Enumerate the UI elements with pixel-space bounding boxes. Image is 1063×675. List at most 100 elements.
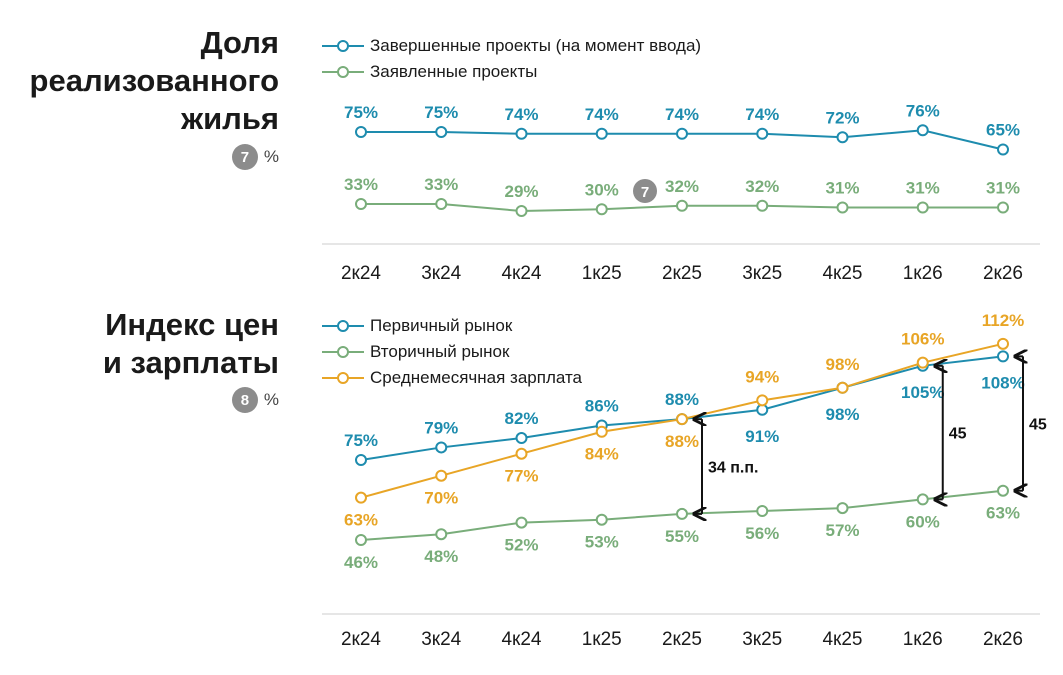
data-label: 94% bbox=[745, 367, 779, 386]
data-label: 56% bbox=[745, 524, 779, 543]
data-point bbox=[756, 505, 769, 517]
data-point bbox=[997, 201, 1009, 214]
x-tick-label: 3к25 bbox=[742, 263, 782, 284]
data-label: 72% bbox=[825, 108, 859, 127]
data-point bbox=[515, 205, 528, 217]
data-label: 63% bbox=[986, 504, 1020, 523]
data-point bbox=[676, 199, 688, 212]
legend-label-salary: Среднемесячная зарплата bbox=[370, 368, 583, 387]
data-label: 63% bbox=[344, 511, 378, 530]
data-point bbox=[916, 493, 929, 506]
data-point bbox=[836, 201, 849, 214]
data-label: 88% bbox=[665, 390, 699, 409]
chart2-legend: Первичный рынок Вторичный рынок Среднеме… bbox=[322, 313, 582, 391]
chart1-note-unit: % bbox=[263, 147, 279, 166]
data-label: 77% bbox=[504, 467, 538, 486]
data-point bbox=[997, 484, 1009, 497]
legend-swatch-primary bbox=[322, 320, 364, 332]
x-tick-label: 4к25 bbox=[822, 629, 862, 650]
chart1-title: Доля реализованного жилья bbox=[29, 25, 279, 136]
data-point bbox=[435, 469, 448, 482]
data-point bbox=[997, 337, 1009, 350]
data-point bbox=[435, 441, 448, 454]
data-label: 29% bbox=[504, 182, 538, 201]
data-point bbox=[676, 127, 688, 140]
x-tick-label: 2к25 bbox=[662, 263, 702, 284]
data-point bbox=[435, 528, 448, 541]
data-point bbox=[756, 394, 769, 407]
legend-item-secondary: Вторичный рынок bbox=[322, 339, 582, 365]
annotation-label: 45 bbox=[1029, 417, 1047, 434]
chart1-note: 7 % bbox=[231, 144, 279, 170]
data-label: 76% bbox=[906, 101, 940, 120]
annotation-label: 34 п.п. bbox=[708, 460, 758, 477]
data-point bbox=[355, 126, 367, 138]
x-tick-label: 2к25 bbox=[662, 629, 702, 650]
data-point bbox=[916, 124, 929, 137]
data-point bbox=[836, 131, 849, 144]
data-label: 57% bbox=[825, 521, 859, 540]
legend-label-declared: Заявленные проекты bbox=[370, 62, 538, 81]
data-point bbox=[515, 127, 528, 140]
legend-swatch-completed bbox=[322, 40, 364, 52]
data-point bbox=[435, 198, 448, 210]
x-tick-label: 3к25 bbox=[742, 629, 782, 650]
data-label: 55% bbox=[665, 527, 699, 546]
x-tick-label: 2к24 bbox=[341, 629, 381, 650]
x-tick-label: 4к25 bbox=[822, 263, 862, 284]
data-label: 53% bbox=[585, 533, 619, 552]
legend-swatch-salary bbox=[322, 372, 364, 384]
chart1-note-badge: 7 bbox=[231, 144, 258, 170]
data-point bbox=[355, 491, 367, 504]
data-label: 74% bbox=[504, 105, 538, 124]
chart1-legend: Завершенные проекты (на момент ввода) За… bbox=[322, 33, 701, 85]
data-point bbox=[515, 516, 528, 529]
data-label: 98% bbox=[825, 355, 859, 374]
x-tick-label: 2к24 bbox=[341, 263, 381, 284]
data-label: 65% bbox=[986, 121, 1020, 140]
legend-label-completed: Завершенные проекты (на момент ввода) bbox=[370, 36, 702, 55]
data-point bbox=[916, 356, 929, 369]
data-point bbox=[997, 350, 1009, 363]
inline-badge bbox=[633, 179, 657, 203]
data-label: 74% bbox=[665, 105, 699, 124]
data-point bbox=[435, 126, 448, 138]
chart2-note-badge: 8 bbox=[231, 387, 258, 413]
data-point bbox=[756, 199, 769, 212]
data-label: 88% bbox=[665, 432, 699, 451]
data-point bbox=[515, 432, 528, 445]
x-tick-label: 1к26 bbox=[903, 629, 943, 650]
data-point bbox=[836, 381, 849, 394]
data-label: 33% bbox=[424, 175, 458, 194]
data-label: 75% bbox=[424, 103, 458, 122]
data-label: 106% bbox=[901, 330, 944, 349]
data-label: 52% bbox=[504, 536, 538, 555]
legend-item-salary: Среднемесячная зарплата bbox=[322, 365, 582, 391]
data-label: 74% bbox=[585, 105, 619, 124]
legend-item-declared: Заявленные проекты bbox=[322, 59, 701, 85]
data-point bbox=[355, 454, 367, 466]
data-label: 79% bbox=[424, 418, 458, 437]
legend-label-secondary: Вторичный рынок bbox=[370, 342, 510, 361]
data-label: 31% bbox=[825, 179, 859, 198]
data-label: 75% bbox=[344, 103, 378, 122]
legend-item-primary: Первичный рынок bbox=[322, 313, 582, 339]
data-point bbox=[355, 534, 367, 546]
chart2-note-unit: % bbox=[263, 390, 279, 409]
data-point bbox=[595, 513, 608, 526]
chart2-note: 8 % bbox=[231, 387, 279, 413]
data-label: 60% bbox=[906, 512, 940, 531]
data-point bbox=[756, 127, 769, 140]
annotation-label: 45 bbox=[949, 426, 967, 443]
data-label: 48% bbox=[424, 547, 458, 566]
data-point bbox=[997, 143, 1009, 156]
x-tick-label: 2к26 bbox=[983, 263, 1023, 284]
data-label: 84% bbox=[585, 445, 619, 464]
data-label: 75% bbox=[344, 431, 378, 450]
x-tick-label: 1к25 bbox=[582, 263, 622, 284]
x-tick-label: 4к24 bbox=[501, 629, 541, 650]
data-label: 31% bbox=[906, 179, 940, 198]
data-label: 86% bbox=[585, 396, 619, 415]
data-label: 32% bbox=[665, 177, 699, 196]
